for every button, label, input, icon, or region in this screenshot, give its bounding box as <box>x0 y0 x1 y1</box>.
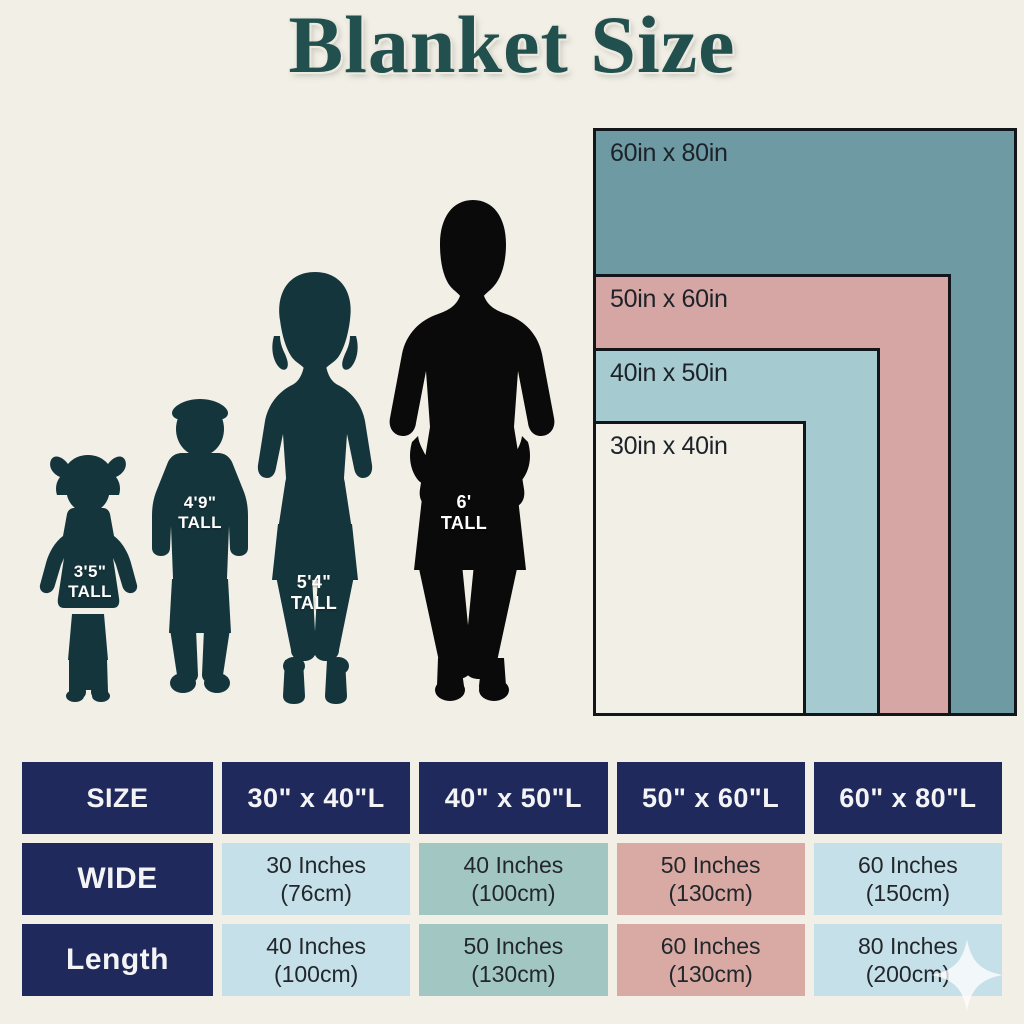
table-cell-wide-4: 60 Inches (150cm) <box>813 843 1002 915</box>
table-header-col-3: 50" x 60"L <box>616 762 805 834</box>
table-cell-length-4: 80 Inches (200cm) <box>813 924 1002 996</box>
table-row-label-length: Length <box>22 924 213 996</box>
table-cell-wide-3: 50 Inches (130cm) <box>616 843 805 915</box>
silhouette-woman: 5'4" TALL <box>254 262 376 710</box>
page-title: Blanket Size <box>287 0 736 90</box>
blanket-rect-30x40: 30in x 40in <box>593 421 806 716</box>
table-cell-wide-2: 40 Inches (100cm) <box>419 843 608 915</box>
table-cell-length-2: 50 Inches (130cm) <box>419 924 608 996</box>
blanket-rect-30x40-label: 30in x 40in <box>610 432 728 460</box>
size-table: SIZE 30" x 40"L 40" x 50"L 50" x 60"L 60… <box>22 762 1002 996</box>
table-cell-length-3: 60 Inches (130cm) <box>616 924 805 996</box>
blanket-rect-60x80-label: 60in x 80in <box>610 139 728 167</box>
silhouette-woman-label: 5'4" TALL <box>290 572 338 614</box>
table-header-col-2: 40" x 50"L <box>419 762 608 834</box>
table-row-label-wide: WIDE <box>22 843 213 915</box>
blanket-rect-50x60-label: 50in x 60in <box>610 285 728 313</box>
blanket-size-diagram: 60in x 80in 50in x 60in 40in x 50in 30in… <box>593 128 1017 716</box>
table-header-col-1: 30" x 40"L <box>222 762 411 834</box>
silhouette-girl-label: 3'5" TALL <box>68 562 112 602</box>
silhouette-man: 6' TALL <box>378 192 558 712</box>
table-header-col-4: 60" x 80"L <box>813 762 1002 834</box>
table-cell-wide-1: 30 Inches (76cm) <box>222 843 411 915</box>
silhouette-man-label: 6' TALL <box>440 492 488 534</box>
blanket-rect-40x50-label: 40in x 50in <box>610 359 728 387</box>
table-header-size: SIZE <box>22 762 213 834</box>
silhouette-boy: 4'9" TALL <box>142 383 258 703</box>
silhouette-girl: 3'5" TALL <box>28 444 148 704</box>
table-cell-length-1: 40 Inches (100cm) <box>222 924 411 996</box>
silhouette-group: 3'5" TALL 4'9" TALL <box>0 150 580 730</box>
silhouette-boy-label: 4'9" TALL <box>178 493 222 533</box>
